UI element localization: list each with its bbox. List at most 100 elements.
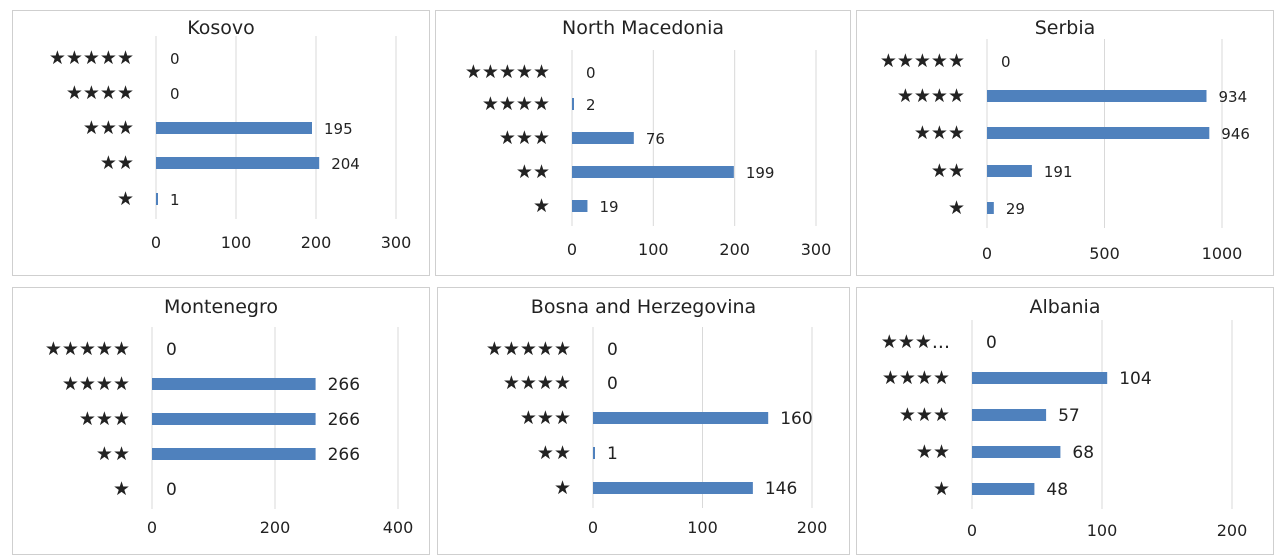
chart-title: Montenegro [163, 296, 278, 318]
bar [972, 446, 1061, 458]
bar-value-label: 76 [646, 130, 665, 148]
bar [156, 122, 312, 134]
x-tick-label: 1000 [1202, 244, 1243, 263]
category-star-label: ★★ [100, 152, 134, 174]
bar [987, 202, 994, 214]
x-tick-label: 200 [1217, 521, 1248, 540]
category-star-label: ★★★★ [62, 373, 130, 395]
chart-panel-serbia: Serbia 0 500 1000 ★★★★★ 0 ★★★★ 934 ★★★ 946 ★★ 191 ★… [856, 10, 1274, 276]
chart-title: North Macedonia [561, 17, 724, 39]
bar-chart-svg: 0 100 200 ★★★... 0 ★★★★ 104 ★★★ 57 ★★ 68 ★ 48 [881, 320, 1248, 540]
category-star-label: ★★★★ [482, 93, 550, 115]
category-star-label: ★★ [516, 161, 550, 183]
chart-panel-albania: Albania 0 100 200 ★★★... 0 ★★★★ 104 ★★★ 57 ★★ 68 ★ 4… [856, 287, 1274, 555]
x-tick-label: 200 [301, 233, 332, 252]
category-star-label: ★★★... [881, 331, 950, 353]
bar-chart-svg: 0 100 200 300 ★★★★★ 0 ★★★★ 0 ★★★ 195 ★★ 204 ★ 1 [49, 36, 412, 252]
category-star-label: ★ [554, 477, 571, 499]
category-star-label: ★ [117, 188, 134, 210]
category-star-label: ★ [113, 478, 130, 500]
x-tick-label: 300 [801, 240, 832, 259]
category-star-label: ★★★★★ [49, 47, 134, 69]
bar-value-label: 57 [1058, 406, 1080, 426]
x-tick-label: 0 [147, 518, 157, 537]
bar [972, 483, 1035, 495]
x-tick-label: 100 [1087, 521, 1118, 540]
x-tick-label: 200 [719, 240, 750, 259]
bar-value-label: 19 [599, 198, 618, 216]
category-star-label: ★★ [537, 442, 571, 464]
bar-chart-svg: 0 100 200 300 ★★★★★ 0 ★★★★ 2 ★★★ 76 ★★ 199 ★ 19 [465, 50, 832, 259]
bar-chart-svg: 0 100 200 ★★★★★ 0 ★★★★ 0 ★★★ 160 ★★ 1 ★ 146 [486, 327, 828, 537]
x-tick-label: 400 [383, 518, 414, 537]
chart-panel-bosna-and-herzegovina: Bosna and Herzegovina 0 100 200 ★★★★★ 0 ★★★★ 0… [437, 287, 850, 555]
bar-value-label: 1 [607, 444, 618, 464]
chart-panel-north-macedonia: North Macedonia 0 100 200 300 ★★★★★ 0 ★★★★ 2 ★★★… [435, 10, 851, 276]
bar [593, 447, 595, 459]
bar-value-label: 204 [331, 155, 360, 173]
bar [152, 378, 316, 390]
chart-title: Bosna and Herzegovina [530, 296, 757, 318]
category-star-label: ★★★★★ [486, 338, 571, 360]
bar [152, 448, 316, 460]
bar-value-label: 29 [1006, 200, 1025, 218]
x-tick-label: 100 [687, 518, 718, 537]
category-star-label: ★★★ [83, 117, 134, 139]
category-star-label: ★★★ [499, 127, 550, 149]
bar-value-label: 2 [586, 96, 596, 114]
bar [987, 90, 1207, 102]
bar [156, 157, 320, 169]
bar-value-label: 0 [986, 333, 997, 353]
bar [972, 409, 1047, 421]
x-tick-label: 0 [967, 521, 977, 540]
bar-value-label: 266 [328, 375, 360, 395]
bar [572, 98, 574, 110]
bar-value-label: 0 [166, 480, 177, 500]
bar-value-label: 0 [586, 64, 596, 82]
category-star-label: ★★★★ [897, 85, 965, 107]
bar-chart-svg: 0 200 400 ★★★★★ 0 ★★★★ 266 ★★★ 266 ★★ 266 ★ 0 [45, 327, 414, 537]
bar-value-label: 0 [607, 340, 618, 360]
bar [593, 412, 769, 424]
bar-value-label: 946 [1221, 125, 1250, 143]
x-tick-label: 0 [151, 233, 161, 252]
bar [987, 165, 1032, 177]
bar-value-label: 68 [1072, 443, 1094, 463]
bar-value-label: 104 [1119, 369, 1151, 389]
chart-panel-kosovo: Kosovo 0 100 200 300 ★★★★★ 0 ★★★★ 0 ★★★ 195 ★★ 204 ★… [12, 10, 430, 276]
category-star-label: ★★★ [899, 404, 950, 426]
bar-value-label: 1 [170, 191, 180, 209]
x-tick-label: 300 [381, 233, 412, 252]
chart-title: Kosovo [187, 17, 255, 39]
category-star-label: ★★★★★ [465, 61, 550, 83]
chart-title: Albania [1029, 296, 1101, 318]
bar-value-label: 0 [607, 374, 618, 394]
bar [593, 482, 753, 494]
bar [572, 200, 588, 212]
bar-value-label: 266 [328, 410, 360, 430]
bar-value-label: 0 [1001, 53, 1011, 71]
category-star-label: ★★★★ [882, 367, 950, 389]
category-star-label: ★★★ [79, 408, 130, 430]
category-star-label: ★★★ [520, 407, 571, 429]
category-star-label: ★ [948, 197, 965, 219]
bar-value-label: 146 [765, 479, 797, 499]
category-star-label: ★★★★ [66, 82, 134, 104]
x-tick-label: 0 [588, 518, 598, 537]
bar-value-label: 48 [1046, 480, 1068, 500]
category-star-label: ★★★ [914, 122, 965, 144]
bar-value-label: 0 [170, 50, 180, 68]
bar-value-label: 0 [170, 85, 180, 103]
bar [572, 132, 634, 144]
x-tick-label: 200 [797, 518, 828, 537]
category-star-label: ★★ [916, 441, 950, 463]
x-tick-label: 0 [567, 240, 577, 259]
category-star-label: ★★ [931, 160, 965, 182]
bar-value-label: 191 [1044, 163, 1073, 181]
bar-value-label: 195 [324, 120, 353, 138]
bar-value-label: 160 [780, 409, 812, 429]
category-star-label: ★★★★★ [880, 50, 965, 72]
x-tick-label: 0 [982, 244, 992, 263]
x-tick-label: 100 [221, 233, 252, 252]
category-star-label: ★★ [96, 443, 130, 465]
